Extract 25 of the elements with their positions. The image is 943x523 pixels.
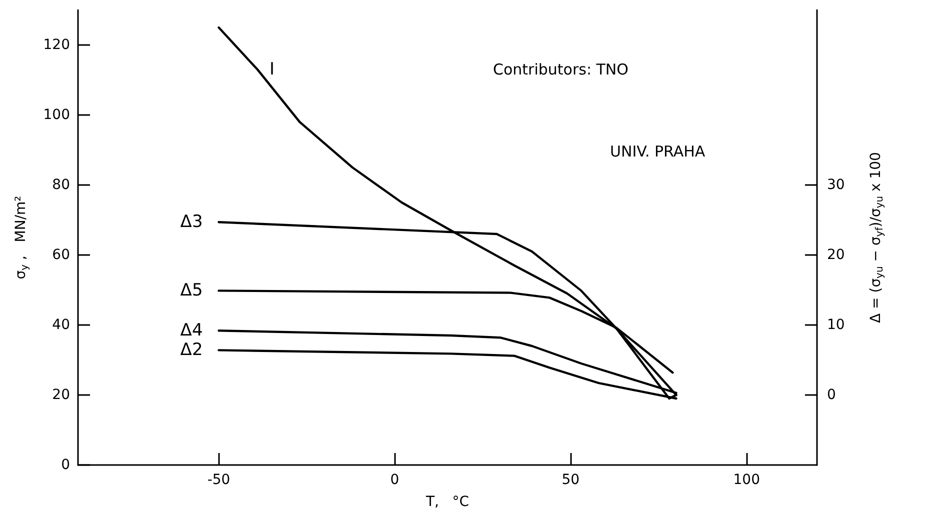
y-tick-label: 0: [61, 457, 70, 473]
y-tick-label: 20: [52, 387, 70, 403]
series-label: Δ4: [180, 320, 203, 341]
x-tick-label: 0: [390, 472, 400, 488]
series-label: Δ3: [180, 212, 203, 232]
y-tick-label: 80: [52, 177, 70, 193]
y2-tick-label: 10: [827, 317, 845, 333]
y2-axis-title: Δ = (σyu − σyf)/σyu x 100: [868, 152, 886, 323]
x-axis-title: T, °C: [424, 494, 470, 510]
y-tick-label: 40: [52, 317, 70, 333]
annotation: Contributors: TNO: [493, 60, 628, 78]
series-label: Δ5: [180, 280, 203, 301]
x-tick-label: 100: [733, 472, 760, 488]
x-tick-label: 50: [562, 472, 580, 488]
y-tick-label: 60: [52, 247, 70, 263]
y-tick-label: 100: [43, 107, 70, 123]
y-axis-title: σy , MN/m²: [13, 196, 30, 280]
series-label: I: [269, 60, 274, 80]
series-label: Δ2: [180, 340, 203, 360]
y2-tick-label: 20: [827, 247, 845, 263]
y2-tick-label: 0: [827, 387, 836, 403]
y-tick-label: 120: [43, 37, 70, 53]
x-tick-label: -50: [207, 472, 230, 488]
y2-tick-label: 30: [827, 177, 845, 193]
annotation: UNIV. PRAHA: [610, 142, 706, 160]
